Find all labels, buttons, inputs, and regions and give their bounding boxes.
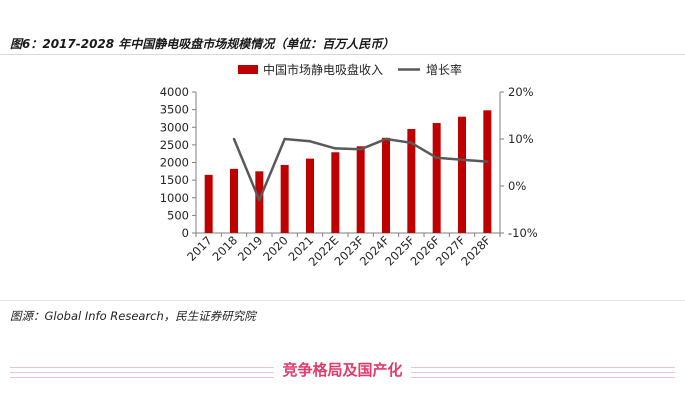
chart-axes: 0 500 1000 1500 2000 2500 3000 3500 4000 -10% 0% 10… [160,85,538,240]
legend-bar-swatch [238,65,258,74]
x-tick-label: 2018 [210,233,241,264]
bar-2020 [280,164,289,233]
growth-point-2021 [308,140,312,143]
left-tick-label: 500 [167,208,189,222]
growth-point-2022E [334,147,337,150]
bar-2021 [306,158,314,233]
bar-2023F [356,146,365,233]
growth-point-2018 [232,137,236,141]
bar-2028F [483,110,492,233]
growth-point-2026F [435,156,438,159]
right-tick-label: -10% [508,226,538,240]
left-tick-label: 3500 [160,103,189,117]
figure-source: 图源：Global Info Research，民生证券研究院 [10,309,256,323]
section-heading: 竞争格局及国产化 [274,361,411,379]
bar-2018 [230,168,238,233]
growth-point-2028F [486,160,489,163]
legend-line-label: 增长率 [426,62,462,77]
bar-series [204,110,492,233]
growth-point-2019 [258,198,261,202]
section-heading-band: 竞争格局及国产化 [0,358,685,384]
x-tick-label: 2019 [235,233,266,264]
bar-2017 [204,174,213,233]
bar-2025F [407,129,416,233]
bar-2027F [458,116,466,233]
bar-2019 [255,171,264,233]
growth-point-2023F [359,148,362,151]
x-tick-labels: 201720182019202020212022E2023F2024F2025F… [184,233,493,269]
right-tick-label: 10% [508,132,534,146]
bar-2022E [331,152,340,233]
growth-point-2020 [283,137,286,141]
bar-2026F [432,123,441,233]
right-tick-label: 0% [508,179,526,193]
legend-bar-label: 中国市场静电吸盘收入 [263,62,383,77]
figure-title: 图6：2017-2028 年中国静电吸盘市场规模情况（单位：百万人民币） [10,37,395,51]
left-tick-label: 1000 [160,191,189,205]
chart-legend: 中国市场静电吸盘收入 增长率 [238,62,462,77]
line-series [232,137,489,202]
left-tick-label: 1500 [160,173,189,187]
left-tick-label: 3000 [160,120,189,134]
bar-2024F [382,137,390,233]
x-tick-label: 2020 [260,233,291,264]
chart: 中国市场静电吸盘收入 增长率 0 500 1000 1500 2000 2500 3000 35… [160,62,538,269]
right-tick-label: 20% [508,85,534,99]
growth-point-2027F [460,158,464,161]
growth-point-2025F [410,141,413,144]
growth-point-2024F [384,137,388,141]
left-tick-label: 0 [182,226,189,240]
source-divider [0,300,685,301]
left-tick-label: 4000 [160,85,189,99]
title-divider [0,54,685,55]
left-tick-label: 2000 [160,156,189,170]
left-tick-label: 2500 [160,138,189,152]
